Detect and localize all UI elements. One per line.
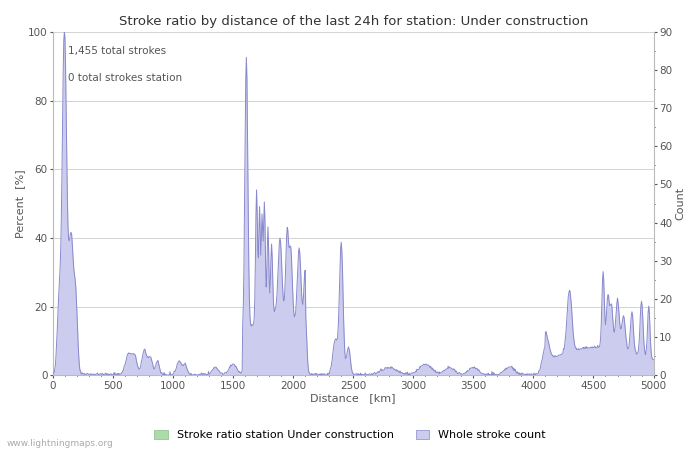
Legend: Stroke ratio station Under construction, Whole stroke count: Stroke ratio station Under construction,… [150,425,550,445]
Title: Stroke ratio by distance of the last 24h for station: Under construction: Stroke ratio by distance of the last 24h… [118,15,588,28]
Text: 1,455 total strokes: 1,455 total strokes [68,45,166,56]
Y-axis label: Percent  [%]: Percent [%] [15,169,25,238]
Y-axis label: Count: Count [675,187,685,220]
Text: 0 total strokes station: 0 total strokes station [68,73,182,83]
Text: www.lightningmaps.org: www.lightningmaps.org [7,439,113,448]
X-axis label: Distance   [km]: Distance [km] [311,393,396,404]
